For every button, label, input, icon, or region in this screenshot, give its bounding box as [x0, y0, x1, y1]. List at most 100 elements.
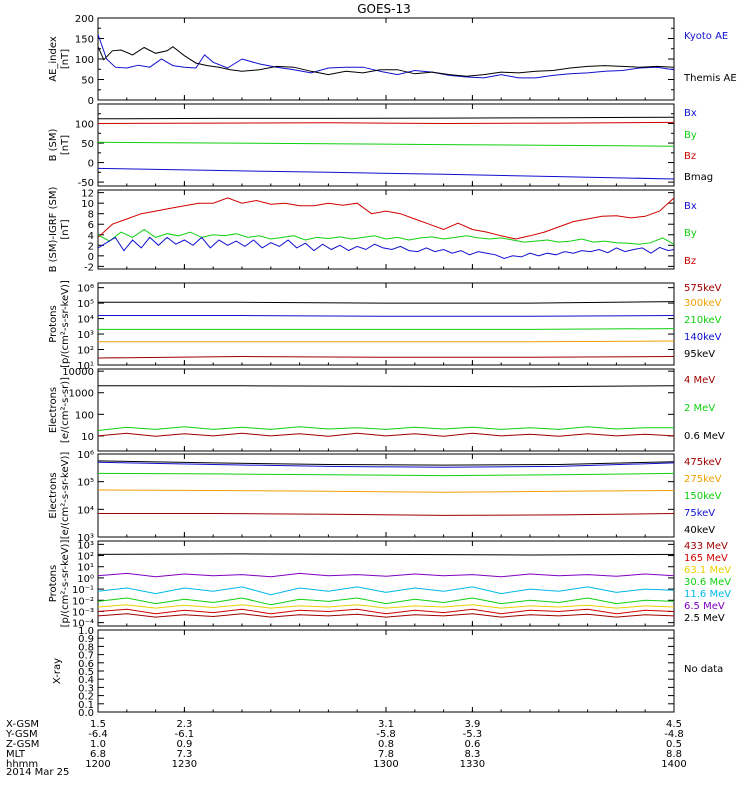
y-tick-label: 150: [75, 35, 94, 46]
legend-275kev: 275keV: [684, 474, 722, 485]
ephemeris-value: 3.1: [378, 719, 394, 730]
legend-150kev: 150keV: [684, 491, 722, 502]
y-axis-label: AE_index[nT]: [48, 36, 71, 82]
y-tick-label: 10⁻³: [72, 607, 94, 618]
y-axis-label: X-ray: [52, 658, 63, 684]
legend-210kev: 210keV: [684, 315, 722, 326]
series-2-5-mev-line: [98, 553, 674, 556]
y-tick-label: 10⁶: [77, 450, 94, 461]
y-axis-label-line: Protons: [48, 305, 59, 342]
plot-frame: [97, 17, 675, 101]
y-axis-label-line: [nT]: [60, 219, 71, 239]
series-30-6-mev-line: [98, 597, 674, 606]
y-axis-label: B (SM)[nT]: [48, 128, 71, 161]
series-themis-ae-line: [98, 46, 674, 77]
y-axis-label: Electrons[e/(cm²-s-sr-keV)]: [48, 452, 71, 540]
y-tick-label: 0.4: [78, 675, 94, 686]
ephemeris-value: -5.8: [376, 729, 396, 740]
y-tick-label: 0.2: [78, 692, 94, 703]
y-tick-label: 2: [88, 241, 94, 252]
y-tick-label: 1.0: [78, 626, 94, 637]
y-tick-label: 50: [81, 139, 94, 150]
ephemeris-label-y-gsm: Y-GSM: [5, 729, 38, 740]
ephemeris-value: 1400: [661, 759, 686, 770]
legend-165-mev: 165 MeV: [684, 553, 728, 564]
y-tick-label: 100: [75, 120, 94, 131]
y-axis-label: B (SM)-IGRF (SM)[nT]: [48, 187, 71, 273]
y-axis-label-line: [e/(cm²-s-sr-keV)]: [60, 452, 71, 540]
ephemeris-value: 4.5: [666, 719, 682, 730]
y-axis-label-line: [nT]: [60, 49, 71, 69]
legend-95kev: 95keV: [684, 349, 715, 360]
series-bx-line: [98, 167, 674, 180]
legend-575kev: 575keV: [684, 283, 722, 294]
y-tick-label: 10²: [77, 346, 94, 357]
figure-title: GOES-13: [357, 2, 411, 16]
y-tick-label: 10³: [77, 533, 94, 544]
panel-electrons_kev: 10³ 10⁴ 10⁵ 10⁶ Electrons[e/(cm²-s-sr-keV)] 4…: [48, 450, 722, 544]
series-bx-line: [98, 236, 674, 260]
legend-by: By: [684, 228, 697, 239]
series-75kev-line: [98, 461, 674, 468]
legend-themis-ae: Themis AE: [683, 73, 737, 84]
y-tick-label: -2: [84, 262, 94, 273]
series-4-mev-line: [98, 432, 674, 437]
panel-bsm: -50 0 50 100 B (SM)[nT] Bx By Bz Bmag: [48, 103, 713, 189]
series-165-mev-line: [98, 608, 674, 615]
ephemeris-value: 7.8: [378, 749, 394, 760]
series-300kev-line: [98, 340, 674, 343]
series-11-6-mev-line: [98, 586, 674, 596]
series-150kev-line: [98, 472, 674, 477]
ephemeris-value: 6.8: [90, 749, 106, 760]
y-tick-label: 10⁴: [77, 315, 94, 326]
y-tick-label: 4: [88, 231, 94, 242]
y-axis-label-line: Protons: [48, 565, 59, 602]
y-axis-label-line: X-ray: [52, 658, 63, 684]
y-tick-label: 0.3: [78, 683, 94, 694]
y-tick-label: 50: [81, 76, 94, 87]
y-tick-label: 0: [88, 159, 94, 170]
y-tick-label: 0: [88, 96, 94, 107]
ephemeris-value: 1200: [85, 759, 110, 770]
y-tick-label: 8: [88, 210, 94, 221]
legend-no-data: No data: [684, 664, 723, 675]
legend-40kev: 40keV: [684, 525, 715, 536]
y-tick-label: 10³: [77, 540, 94, 551]
y-tick-label: -50: [78, 178, 94, 189]
y-axis-label-line: B (SM): [48, 128, 59, 161]
series-210kev-line: [98, 328, 674, 330]
ephemeris-value: 0.9: [176, 739, 192, 750]
legend-bmag: Bmag: [684, 172, 713, 183]
series-433-mev-line: [98, 613, 674, 618]
y-tick-label: 0.8: [78, 642, 94, 653]
plot-frame: [97, 282, 675, 366]
y-tick-label: 10⁵: [77, 478, 94, 489]
y-tick-label: 0: [88, 252, 94, 263]
series-2-mev-line: [98, 426, 674, 431]
legend-bz: Bz: [684, 151, 696, 162]
y-axis-label: Electrons[e/(cm²-s-sr)]: [48, 377, 71, 443]
legend-bz: Bz: [684, 256, 696, 267]
series-575kev-line: [98, 355, 674, 359]
plot-frame: [97, 189, 675, 270]
y-axis-label-line: AE_index: [48, 36, 59, 82]
y-tick-label: 10000: [62, 367, 94, 378]
legend-300kev: 300keV: [684, 298, 722, 309]
legend-by: By: [684, 130, 697, 141]
ephemeris-label-x-gsm: X-GSM: [6, 719, 39, 730]
ephemeris-value: 3.9: [464, 719, 480, 730]
legend-bx: Bx: [684, 201, 697, 212]
date-label: 2014 Mar 25: [6, 767, 69, 778]
y-tick-label: 200: [75, 14, 94, 25]
ephemeris-value: 8.8: [666, 749, 682, 760]
y-tick-label: 6: [88, 220, 94, 231]
series-475kev-line: [98, 513, 674, 516]
legend-6-5-mev: 6.5 MeV: [684, 601, 725, 612]
y-tick-label: 10²: [77, 552, 94, 563]
ephemeris-value: 7.3: [176, 749, 192, 760]
y-tick-label: 0.7: [78, 651, 94, 662]
legend-bx: Bx: [684, 108, 697, 119]
ephemeris-value: 1.0: [90, 739, 106, 750]
